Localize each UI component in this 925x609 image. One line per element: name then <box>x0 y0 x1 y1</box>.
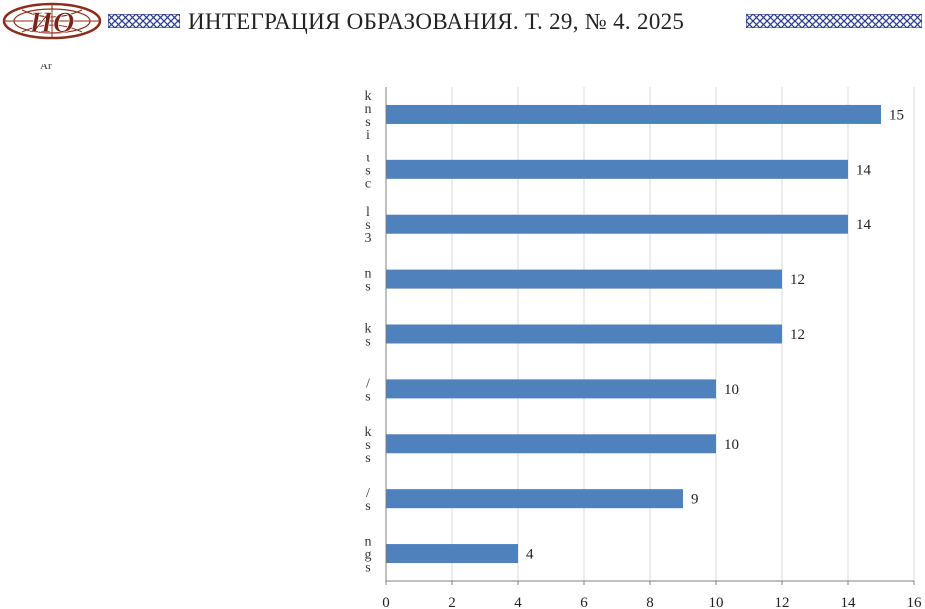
decorative-band-right <box>746 14 922 28</box>
data-label: 12 <box>790 272 805 288</box>
category-label-fragment: s <box>365 163 370 178</box>
category-label-fragment: s <box>365 335 370 350</box>
x-tick-label: 0 <box>382 595 390 609</box>
category-label-fragment: s <box>365 280 370 295</box>
cropped-caption-fragment: Ar <box>40 64 370 73</box>
data-label: 14 <box>856 217 872 233</box>
journal-header: ИО ИНТЕГРАЦИЯ ОБРАЗОВАНИЯ. Т. 29, № 4. 2… <box>0 0 925 48</box>
category-label-fragment: s <box>365 561 370 576</box>
bars <box>386 104 881 564</box>
data-label: 12 <box>790 327 805 343</box>
data-label: 4 <box>526 547 534 563</box>
bar <box>386 434 716 454</box>
category-label-fragment: s <box>365 451 370 466</box>
bar <box>386 159 848 179</box>
x-tick-label: 6 <box>580 595 588 609</box>
bar <box>386 489 683 509</box>
x-tick-label: 4 <box>514 595 522 609</box>
data-labels: 15 14 14 12 12 10 10 9 4 <box>526 107 904 562</box>
decorative-band-left <box>108 14 180 28</box>
bar <box>386 544 518 564</box>
category-label-fragment: k <box>365 425 372 440</box>
bar <box>386 104 881 124</box>
logo-letters: ИО <box>29 6 75 39</box>
category-label-fragment: k <box>365 89 372 104</box>
category-label-fragment: / <box>366 376 370 391</box>
logo-globe-lines <box>4 4 100 38</box>
category-label-fragment: k <box>365 322 372 337</box>
category-label-fragment: c <box>365 176 371 191</box>
data-label: 10 <box>724 437 739 453</box>
category-label-fragment: g <box>365 548 372 563</box>
x-tick-label: 16 <box>907 595 923 609</box>
x-tick-label: 12 <box>775 595 790 609</box>
journal-logo: ИО <box>2 2 102 39</box>
category-label-fragment: s <box>365 218 370 233</box>
bar <box>386 324 782 344</box>
category-label-fragment: s <box>365 499 370 514</box>
category-label-fragment: s <box>365 438 370 453</box>
data-label: 15 <box>889 107 904 123</box>
x-axis: 0 2 4 6 8 10 12 14 16 <box>382 87 922 609</box>
bar <box>386 269 782 289</box>
data-label: 9 <box>691 492 699 508</box>
bar <box>386 214 848 234</box>
cropped-caption-text: Ar <box>40 64 52 72</box>
category-label-fragment: s <box>365 115 370 130</box>
category-label-fragment: s <box>365 389 370 404</box>
bar <box>386 379 716 399</box>
journal-title: ИНТЕГРАЦИЯ ОБРАЗОВАНИЯ. Т. 29, № 4. 2025 <box>188 9 685 34</box>
category-label-fragment: n <box>365 267 372 282</box>
category-label-fragment: n <box>365 102 372 117</box>
category-label-fragment: l <box>366 205 370 220</box>
category-label-fragment: i <box>366 128 370 143</box>
category-label-fragment: 3 <box>365 231 372 246</box>
category-label-fragment: / <box>366 486 370 501</box>
x-tick-label: 10 <box>709 595 724 609</box>
data-label: 14 <box>856 162 872 178</box>
category-label-fragment: ι <box>366 150 370 165</box>
data-label: 10 <box>724 382 739 398</box>
x-tick-label: 14 <box>841 595 857 609</box>
x-tick-label: 8 <box>646 595 654 609</box>
x-tick-label: 2 <box>448 595 456 609</box>
category-label-fragment: n <box>365 535 372 550</box>
